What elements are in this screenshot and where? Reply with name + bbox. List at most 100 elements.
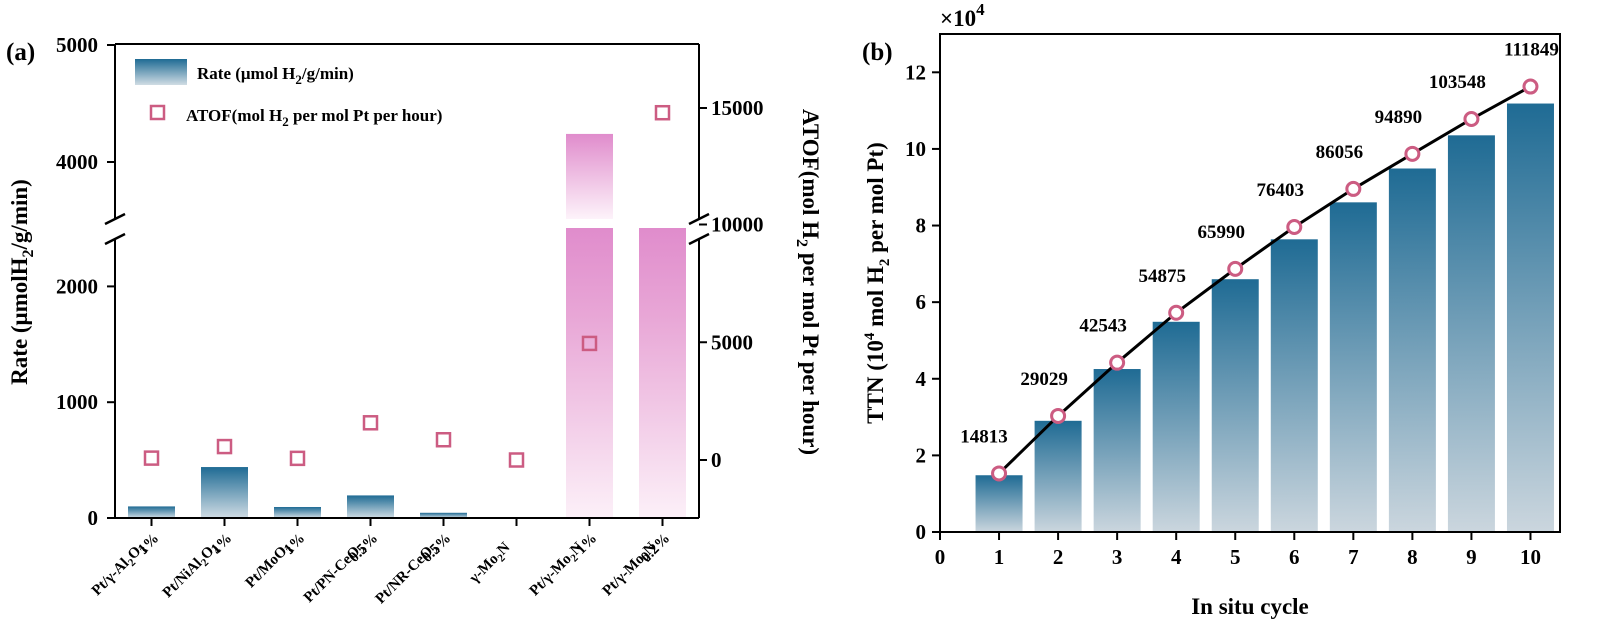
panel-b-markers bbox=[991, 78, 1539, 482]
y2-tick-label: 15000 bbox=[711, 96, 764, 120]
y-tick-label: 0 bbox=[88, 506, 99, 530]
panel-b-y-axis-title: TTN (104 mol H2 per mol Pt) bbox=[862, 142, 893, 424]
atof-marker bbox=[435, 431, 452, 448]
panel-a-frame bbox=[114, 43, 700, 519]
ttn-point bbox=[1404, 145, 1421, 162]
rate-bar bbox=[274, 506, 321, 518]
ttn-point bbox=[1522, 78, 1539, 95]
category-name-label: Pt/PN-CeO2​ bbox=[301, 539, 370, 608]
ttn-bar bbox=[1329, 202, 1377, 532]
y-tick-label: 2000 bbox=[56, 274, 98, 298]
panel-a-y2-axis-title: ATOF(mol H2 per mol Pt per hour) bbox=[793, 109, 823, 455]
data-label: 94890 bbox=[1375, 107, 1423, 128]
category-name-label: Pt/γ-Mo2​N bbox=[600, 539, 662, 601]
y-tick-label: 4 bbox=[916, 367, 927, 391]
y-tick-label: 2 bbox=[916, 443, 927, 467]
y-tick-label: 1000 bbox=[56, 390, 98, 414]
ttn-point bbox=[1286, 218, 1303, 235]
panel-b-scale-label: ×104 bbox=[940, 0, 985, 31]
ttn-bar bbox=[1093, 369, 1141, 532]
data-label: 76403 bbox=[1257, 180, 1305, 201]
data-label: 103548 bbox=[1429, 72, 1486, 93]
x-tick-label: 1 bbox=[994, 545, 1005, 569]
ttn-point bbox=[1227, 260, 1244, 277]
data-label: 29029 bbox=[1020, 369, 1068, 390]
ttn-point bbox=[1050, 407, 1067, 424]
y-tick-label: 4000 bbox=[56, 150, 98, 174]
x-tick-label: 10 bbox=[1520, 545, 1541, 569]
ttn-point bbox=[1168, 304, 1185, 321]
ttn-bar bbox=[1034, 420, 1082, 532]
ttn-bar bbox=[1270, 239, 1318, 532]
panel-a-label: (a) bbox=[6, 39, 35, 66]
rate-bar bbox=[566, 133, 613, 219]
x-tick-label: 6 bbox=[1289, 545, 1300, 569]
data-label: 42543 bbox=[1079, 316, 1127, 337]
data-label: 65990 bbox=[1197, 222, 1245, 243]
atof-marker bbox=[581, 335, 598, 352]
rate-bar bbox=[420, 512, 467, 518]
x-tick-label: 3 bbox=[1112, 545, 1123, 569]
rate-bar bbox=[128, 506, 175, 518]
y-tick-label: 10 bbox=[905, 137, 926, 161]
panel-a-right-ticks: 0 5000 10000 15000 bbox=[699, 96, 764, 472]
category-name-label: Pt/MoO3​ bbox=[243, 539, 297, 593]
ttn-point bbox=[991, 465, 1008, 482]
rate-bar bbox=[566, 228, 613, 518]
ttn-bar bbox=[975, 475, 1023, 532]
x-tick-label: 8 bbox=[1407, 545, 1418, 569]
panel-a-y-axis-title: Rate (μmolH2/g/min) bbox=[7, 179, 37, 385]
panel-b-y-ticks: 0 2 4 6 8 10 12 bbox=[905, 60, 940, 544]
panel-a-left-ticks: 0 1000 2000 4000 5000 bbox=[56, 33, 115, 530]
atof-marker bbox=[654, 104, 671, 121]
category-name-label: γ-Mo2​N bbox=[466, 539, 516, 589]
y-tick-label: 8 bbox=[916, 214, 927, 238]
category-name-label: Pt/NiAl2​O4​ bbox=[160, 539, 224, 603]
panel-b-x-ticks: 0 1 2 3 4 5 6 7 8 9 10 bbox=[935, 532, 1541, 569]
x-tick-label: 4 bbox=[1171, 545, 1182, 569]
data-label: 14813 bbox=[960, 426, 1008, 447]
y-tick-label: 6 bbox=[916, 290, 927, 314]
legend-rate-label: Rate (μmol H2/g/min) bbox=[197, 64, 354, 87]
atof-marker bbox=[143, 450, 160, 466]
rate-bar bbox=[639, 228, 686, 518]
ttn-point bbox=[1109, 354, 1126, 371]
ttn-line bbox=[998, 85, 1532, 475]
y-tick-label: 5000 bbox=[56, 33, 98, 57]
rate-bar bbox=[347, 495, 394, 518]
panel-b-label: (b) bbox=[862, 39, 893, 66]
atof-marker bbox=[289, 450, 306, 467]
x-tick-label: 0 bbox=[935, 545, 946, 569]
data-label: 86056 bbox=[1316, 142, 1364, 163]
panel-a-bars bbox=[128, 133, 686, 518]
panel-b-line bbox=[998, 85, 1532, 475]
ttn-bar bbox=[1388, 168, 1436, 533]
y-tick-label: 12 bbox=[905, 60, 926, 84]
x-tick-label: 7 bbox=[1348, 545, 1359, 569]
y2-tick-label: 10000 bbox=[711, 213, 764, 237]
category-name-label: Pt/γ-Mo2​N bbox=[527, 539, 589, 601]
panel-b-x-axis-title: In situ cycle bbox=[1191, 594, 1309, 619]
panel-b-bars bbox=[975, 103, 1554, 533]
x-tick-label: 2 bbox=[1053, 545, 1064, 569]
data-label: 111849 bbox=[1504, 40, 1559, 61]
ttn-bar bbox=[1152, 321, 1200, 532]
category-name-label: Pt/γ-Al2​O3​ bbox=[89, 539, 151, 601]
x-tick-label: 9 bbox=[1466, 545, 1477, 569]
y2-tick-label: 0 bbox=[711, 448, 722, 472]
y2-tick-label: 5000 bbox=[711, 330, 753, 354]
y-tick-label: 0 bbox=[916, 520, 927, 544]
rate-bar bbox=[201, 467, 248, 518]
ttn-bar bbox=[1506, 103, 1554, 533]
panel-a: (a) 0 1000 2000 4000 5000 0 5000 10000 15000 1%… bbox=[6, 33, 823, 608]
data-label: 54875 bbox=[1138, 266, 1186, 287]
axis-break-marks bbox=[104, 212, 710, 246]
atof-marker bbox=[362, 415, 379, 431]
panel-b-data-labels: 14813 29029 42543 54875 65990 76403 86056 94890… bbox=[960, 40, 1559, 448]
ttn-point bbox=[1463, 111, 1480, 128]
ttn-bar bbox=[1211, 279, 1259, 532]
panel-a-x-ticks: 1%Pt/γ-Al2​O3​ 1%Pt/NiAl2​O4​ 1%Pt/MoO3​ 0.… bbox=[89, 518, 673, 608]
panel-b-frame bbox=[939, 33, 1561, 533]
x-tick-label: 5 bbox=[1230, 545, 1241, 569]
atof-marker bbox=[216, 438, 233, 455]
